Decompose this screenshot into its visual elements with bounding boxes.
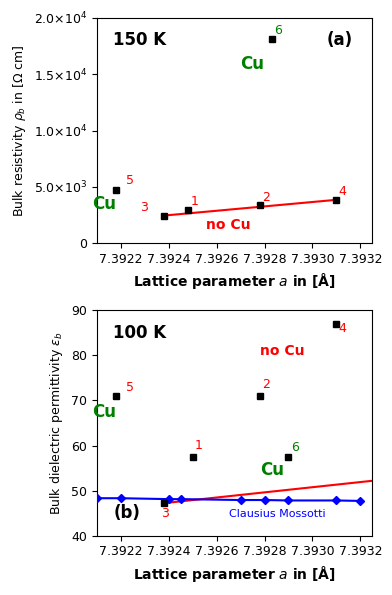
Text: 6: 6 [291,441,299,453]
Text: no Cu: no Cu [206,218,251,233]
Text: no Cu: no Cu [260,344,304,358]
Text: 150 K: 150 K [113,32,167,49]
Text: Cu: Cu [241,55,265,73]
Text: Cu: Cu [92,403,116,421]
Text: 1: 1 [195,439,203,452]
Text: 2: 2 [262,191,270,204]
Text: 4: 4 [339,322,347,335]
Text: (a): (a) [327,32,353,49]
Text: 4: 4 [339,186,347,198]
Text: 6: 6 [274,24,282,37]
Text: 3: 3 [140,201,148,214]
Text: 100 K: 100 K [113,324,167,342]
Text: 3: 3 [162,507,169,520]
X-axis label: Lattice parameter $a$ in [Å]: Lattice parameter $a$ in [Å] [133,564,336,584]
Y-axis label: Bulk dielectric permittivity $\varepsilon_b$: Bulk dielectric permittivity $\varepsilo… [49,331,65,515]
Y-axis label: Bulk resistivity $\rho_b$ in [Ω cm]: Bulk resistivity $\rho_b$ in [Ω cm] [11,44,28,217]
Text: 2: 2 [262,378,270,392]
Text: 5: 5 [125,174,134,187]
X-axis label: Lattice parameter $a$ in [Å]: Lattice parameter $a$ in [Å] [133,271,336,292]
Text: Clausius Mossotti: Clausius Mossotti [229,509,325,519]
Text: 1: 1 [190,196,198,208]
Text: Cu: Cu [260,461,284,480]
Text: Cu: Cu [92,195,116,213]
Text: 5: 5 [125,381,134,394]
Text: (b): (b) [113,504,140,522]
